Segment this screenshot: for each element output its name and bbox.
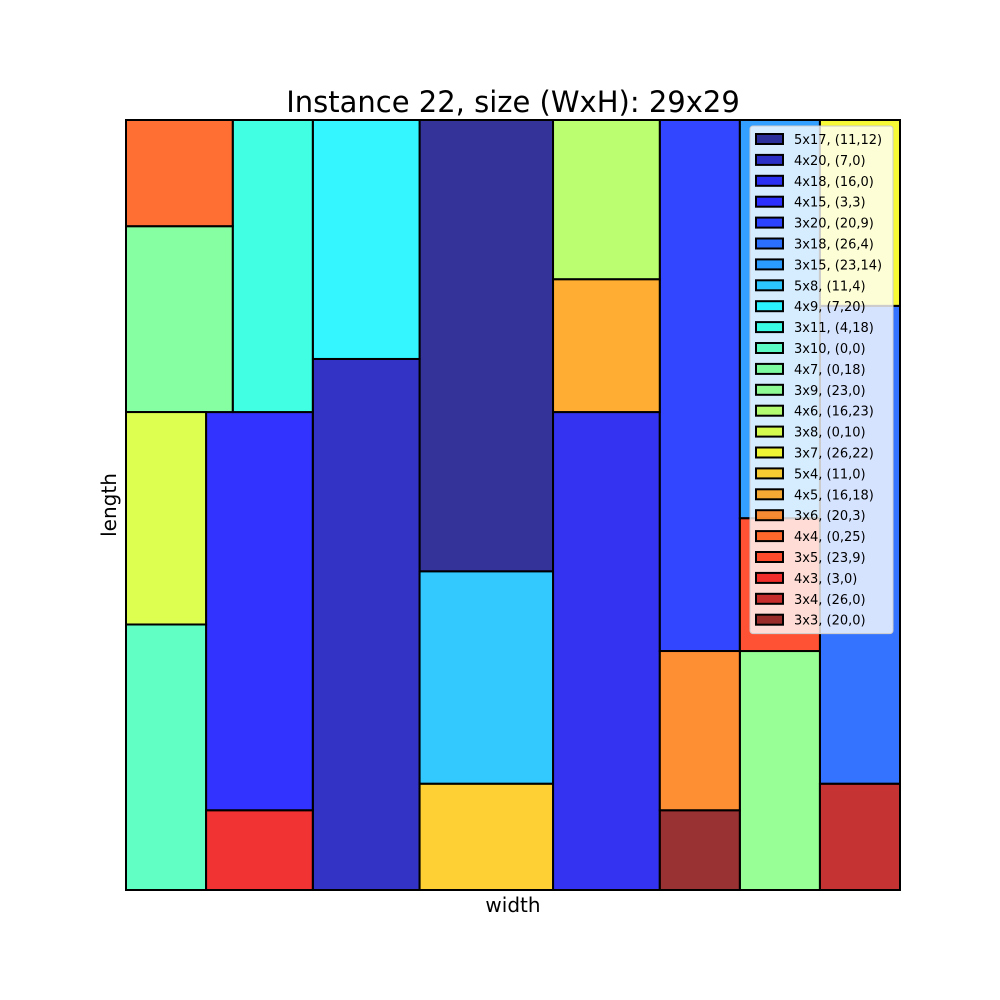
legend-swatch-6 <box>755 237 784 250</box>
legend-label-11: 3x10, (0,0) <box>794 342 866 357</box>
chart-title: Instance 22, size (WxH): 29x29 <box>286 85 740 119</box>
packed-rectangle-14 <box>552 119 661 281</box>
y-axis-label: length <box>97 473 121 537</box>
legend-swatch-22 <box>755 571 784 584</box>
legend-swatch-14 <box>755 404 784 417</box>
legend-swatch-15 <box>755 425 784 438</box>
legend-label-14: 4x6, (16,23) <box>794 405 874 420</box>
legend-swatch-20 <box>755 530 784 543</box>
packed-rectangle-19 <box>658 650 741 812</box>
legend-swatch-18 <box>755 488 784 501</box>
legend-swatch-4 <box>755 195 784 208</box>
packed-rectangle-9 <box>311 119 421 360</box>
legend-label-9: 4x9, (7,20) <box>794 300 866 315</box>
legend-swatch-9 <box>755 300 784 313</box>
packed-rectangle-11 <box>125 623 208 892</box>
packed-rectangle-18 <box>552 278 661 414</box>
legend: 5x17, (11,12) 4x20, (7,0) 4x18, (16,0) 4x15… <box>749 125 894 635</box>
legend-swatch-23 <box>755 592 784 605</box>
legend-swatch-8 <box>755 279 784 292</box>
legend-swatch-7 <box>755 258 784 271</box>
legend-label-23: 3x4, (26,0) <box>794 593 866 608</box>
legend-box <box>749 125 894 635</box>
legend-label-17: 5x4, (11,0) <box>794 467 866 482</box>
packed-rectangle-13 <box>738 650 821 891</box>
legend-label-7: 3x15, (23,14) <box>794 258 882 273</box>
legend-label-18: 4x5, (16,18) <box>794 488 874 503</box>
plot-frame <box>125 119 901 891</box>
legend-label-22: 4x3, (3,0) <box>794 572 857 587</box>
packed-rectangle-5 <box>658 119 741 653</box>
legend-swatch-16 <box>755 446 784 459</box>
packed-rectangle-1 <box>418 119 555 573</box>
legend-label-15: 3x8, (0,10) <box>794 426 866 441</box>
packed-rectangle-4 <box>205 411 314 812</box>
legend-label-4: 4x15, (3,3) <box>794 196 866 211</box>
legend-label-21: 3x5, (23,9) <box>794 551 866 566</box>
legend-label-8: 5x8, (11,4) <box>794 279 866 294</box>
packed-rectangle-15 <box>125 411 208 626</box>
packed-rectangle-20 <box>125 119 234 228</box>
legend-swatch-21 <box>755 551 784 563</box>
legend-label-24: 3x3, (20,0) <box>794 614 866 629</box>
legend-label-10: 3x11, (4,18) <box>794 321 874 336</box>
packed-rectangle-17 <box>418 782 555 891</box>
packed-rectangle-10 <box>231 119 314 414</box>
legend-swatch-3 <box>755 174 784 187</box>
packed-rectangle-8 <box>418 570 555 785</box>
legend-swatch-12 <box>755 362 784 375</box>
packed-rectangle-22 <box>205 809 314 892</box>
legend-label-1: 5x17, (11,12) <box>794 133 882 148</box>
legend-label-19: 3x6, (20,3) <box>794 509 866 524</box>
legend-swatch-19 <box>755 509 784 522</box>
legend-swatch-2 <box>755 153 784 166</box>
packed-rectangle-23 <box>818 782 901 891</box>
packed-rectangle-12 <box>125 225 234 414</box>
legend-label-12: 4x7, (0,18) <box>794 363 866 378</box>
legend-swatch-1 <box>755 133 784 145</box>
legend-swatch-17 <box>755 467 784 480</box>
packed-rectangle-24 <box>658 809 741 892</box>
legend-swatch-24 <box>755 613 784 626</box>
legend-swatch-5 <box>755 216 784 229</box>
legend-label-16: 3x7, (26,22) <box>794 447 874 462</box>
legend-swatch-11 <box>755 342 784 354</box>
legend-label-20: 4x4, (0,25) <box>794 530 866 545</box>
legend-swatch-13 <box>755 383 784 396</box>
legend-label-3: 4x18, (16,0) <box>794 175 874 190</box>
x-axis-label: width <box>485 893 540 917</box>
packed-rectangle-3 <box>552 411 661 891</box>
legend-label-2: 4x20, (7,0) <box>794 154 866 169</box>
legend-label-13: 3x9, (23,0) <box>794 384 866 399</box>
legend-label-5: 3x20, (20,9) <box>794 217 874 232</box>
legend-label-6: 3x18, (26,4) <box>794 238 874 253</box>
packed-rectangle-2 <box>311 357 421 891</box>
legend-swatch-10 <box>755 321 784 334</box>
